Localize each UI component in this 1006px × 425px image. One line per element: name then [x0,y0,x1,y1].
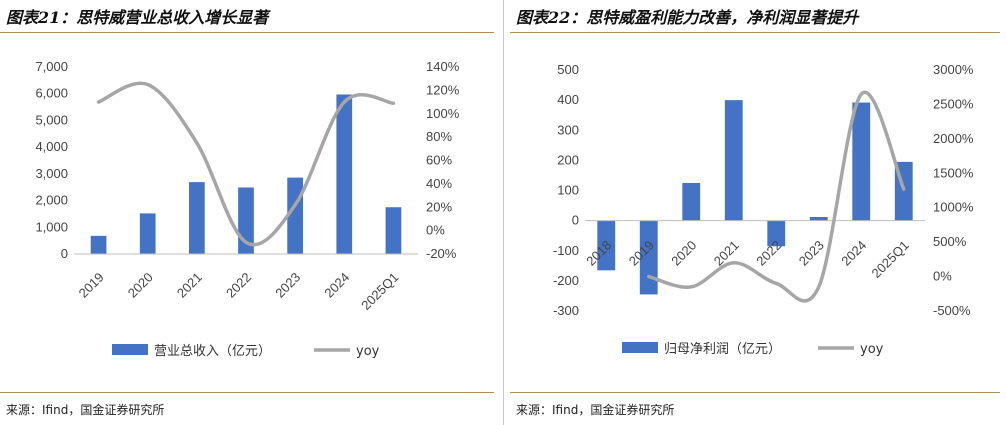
right-yleft-tick: -100 [553,243,579,258]
left-category-label: 2023 [272,270,303,301]
right-bar [767,220,786,247]
left-yleft-tick: 2,000 [35,193,68,208]
left-chart: 0 1,000 2,000 3,000 4,000 5,000 6,000 7,000 -20%… [35,59,460,359]
right-bar [597,220,616,271]
right-yleft-tick: 400 [557,92,579,107]
left-category-label: 2024 [321,270,352,301]
left-yright-tick: 100% [426,106,460,121]
right-legend-bar-swatch [622,342,658,353]
right-yright-tick: 1000% [933,200,974,215]
right-panel: 图表22：思特威盈利能力改善，净利润显著提升 -300 -200 -100 0 100 2… [510,0,1006,425]
left-yright-tick: 20% [426,199,452,214]
left-bar [287,177,304,254]
right-title-rule [510,32,1000,33]
left-source: 来源：Ifind，国金证券研究所 [6,403,165,417]
right-yleft-tick: 200 [557,152,579,167]
right-bar [682,182,701,221]
left-yleft-tick: 4,000 [35,139,68,154]
left-category-label: 2025Q1 [358,270,401,313]
left-yright-tick: 40% [426,176,452,191]
left-source-rule [0,392,494,393]
left-yright-tick: 80% [426,129,452,144]
left-yright-tick: 140% [426,59,460,74]
right-bar [809,217,828,221]
left-yleft-tick: 7,000 [35,59,68,74]
left-yleft-tick: 3,000 [35,166,68,181]
left-yleft-tick: 5,000 [35,112,68,127]
right-category-label: 2024 [838,238,869,269]
left-bar [336,94,353,254]
right-yleft-tick: -200 [553,273,579,288]
right-yleft-tick: 500 [557,62,579,77]
right-bar [724,100,743,221]
right-legend-bar-label: 归母净利润（亿元） [664,342,781,357]
right-yleft-tick: 300 [557,122,579,137]
left-yleft-tick: 0 [61,246,68,261]
left-yleft-tick: 1,000 [35,219,68,234]
left-title-rule [0,32,494,33]
right-yright-tick: 2000% [933,131,974,146]
left-legend-line-label: yoy [356,344,380,359]
right-category-label: 2020 [668,238,699,269]
left-bar [139,213,156,254]
left-bar [188,182,205,254]
left-bar [385,207,402,254]
left-yright-tick: 120% [426,82,460,97]
right-yleft-tick: 0 [572,213,579,228]
right-yright-tick: 500% [933,234,967,249]
right-title: 图表22：思特威盈利能力改善，净利润显著提升 [516,8,859,27]
right-bar [852,102,871,221]
left-legend-bar-swatch [112,344,148,355]
right-legend-line-label: yoy [860,342,884,357]
right-category-label: 2023 [796,238,827,269]
right-source-rule [510,392,1000,393]
left-yleft-tick: 6,000 [35,86,68,101]
left-panel: 图表21：思特威营业总收入增长显著 0 1,000 2,000 3,000 4,000 5… [0,0,500,425]
right-yoy-line [647,90,906,303]
right-yright-tick: 3000% [933,62,974,77]
left-yright-tick: -20% [426,246,457,261]
right-yright-tick: 0% [933,269,952,284]
right-yleft-tick: 100 [557,183,579,198]
left-category-label: 2022 [223,270,254,301]
right-yright-tick: 1500% [933,165,974,180]
right-source: 来源：Ifind，国金证券研究所 [516,403,675,417]
right-yright-tick: 2500% [933,96,974,111]
left-category-label: 2019 [76,270,107,301]
left-bar [90,235,107,254]
left-yright-tick: 60% [426,153,452,168]
right-yleft-tick: -300 [553,303,579,318]
left-title: 图表21：思特威营业总收入增长显著 [6,8,269,27]
left-legend-bar-label: 营业总收入（亿元） [154,344,271,359]
panel-divider [503,0,504,425]
right-chart: -300 -200 -100 0 100 200 300 400 500 -500% 0% 500% 1… [553,62,974,357]
left-category-label: 2021 [174,270,205,301]
left-category-label: 2020 [125,270,156,301]
right-category-label: 2025Q1 [869,238,912,281]
right-bar [639,220,658,295]
right-yright-tick: -500% [933,303,971,318]
left-yright-tick: 0% [426,223,445,238]
